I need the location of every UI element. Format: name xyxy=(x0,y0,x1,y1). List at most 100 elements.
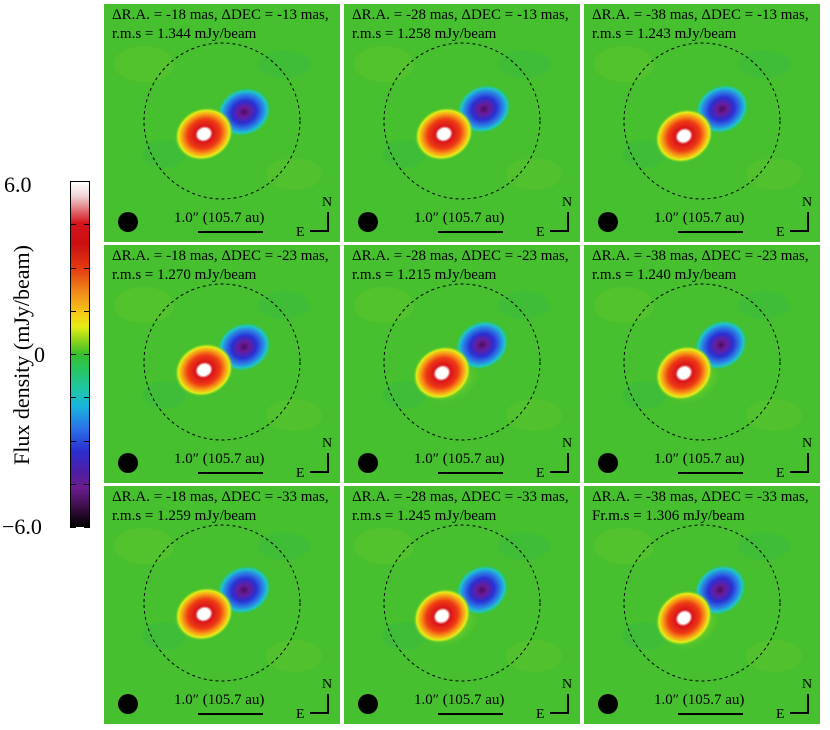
scale-bar xyxy=(198,472,263,474)
flux-map xyxy=(344,4,580,242)
panel-offset-label: ΔR.A. = -28 mas, ΔDEC = -33 mas, xyxy=(352,489,569,505)
scale-bar-label: 1.0″ (105.7 au) xyxy=(654,692,745,708)
panel-offset-label: ΔR.A. = -38 mas, ΔDEC = -33 mas, xyxy=(592,489,809,505)
panel-rms-label: r.m.s = 1.344 mJy/beam xyxy=(112,26,257,42)
map-panel: ΔR.A. = -18 mas, ΔDEC = -33 mas, r.m.s =… xyxy=(104,486,340,724)
map-panel: ΔR.A. = -38 mas, ΔDEC = -13 mas, r.m.s =… xyxy=(584,4,820,242)
flux-map xyxy=(584,486,820,724)
colorbar-tick xyxy=(84,397,90,398)
beam-ellipse xyxy=(598,694,618,714)
colorbar-tick xyxy=(84,268,90,269)
compass-east-label: E xyxy=(536,225,545,240)
compass-north-label: N xyxy=(562,195,573,210)
colorbar-tick xyxy=(70,397,76,398)
colorbar: 6.0 0 −6.0 Flux density (mJy/beam) xyxy=(0,0,100,730)
panel-rms-label: r.m.s = 1.245 mJy/beam xyxy=(352,508,497,524)
compass-north-label: N xyxy=(802,195,813,210)
beam-ellipse xyxy=(118,453,138,473)
scale-bar xyxy=(438,231,503,233)
compass-north-arrow xyxy=(807,694,809,714)
compass-east-arrow xyxy=(790,471,808,473)
scale-bar-label: 1.0″ (105.7 au) xyxy=(414,210,505,226)
compass-north-label: N xyxy=(322,677,333,692)
colorbar-min-label: −6.0 xyxy=(2,514,42,539)
colorbar-tick xyxy=(84,441,90,442)
colorbar-max-label: 6.0 xyxy=(4,172,32,197)
panel-offset-label: ΔR.A. = -18 mas, ΔDEC = -23 mas, xyxy=(112,248,329,264)
colorbar-tick xyxy=(70,181,76,182)
compass-east-arrow xyxy=(550,230,568,232)
scale-bar-label: 1.0″ (105.7 au) xyxy=(654,210,745,226)
compass-north-arrow xyxy=(807,453,809,473)
compass-east-label: E xyxy=(296,707,305,722)
colorbar-tick xyxy=(70,311,76,312)
panel-offset-label: ΔR.A. = -38 mas, ΔDEC = -13 mas, xyxy=(592,7,809,23)
scale-bar xyxy=(678,472,743,474)
scale-bar xyxy=(198,231,263,233)
colorbar-tick xyxy=(84,484,90,485)
scale-bar-label: 1.0″ (105.7 au) xyxy=(174,210,265,226)
flux-map xyxy=(344,245,580,483)
panel-rms-label: r.m.s = 1.215 mJy/beam xyxy=(352,267,497,283)
compass-east-label: E xyxy=(776,466,785,481)
panel-rms-label: Fr.m.s = 1.306 mJy/beam xyxy=(592,508,745,524)
panel-rms-label: r.m.s = 1.270 mJy/beam xyxy=(112,267,257,283)
flux-map xyxy=(104,4,340,242)
map-panel: ΔR.A. = -28 mas, ΔDEC = -13 mas, r.m.s =… xyxy=(344,4,580,242)
flux-map xyxy=(584,245,820,483)
compass-east-arrow xyxy=(550,712,568,714)
compass-north-label: N xyxy=(322,195,333,210)
colorbar-tick xyxy=(70,268,76,269)
beam-ellipse xyxy=(118,212,138,232)
compass-north-arrow xyxy=(327,453,329,473)
compass-east-label: E xyxy=(776,225,785,240)
compass-east-label: E xyxy=(296,225,305,240)
colorbar-tick xyxy=(70,527,76,528)
scale-bar-label: 1.0″ (105.7 au) xyxy=(174,451,265,467)
flux-map xyxy=(104,486,340,724)
scale-bar xyxy=(678,713,743,715)
flux-map xyxy=(104,245,340,483)
panel-rms-label: r.m.s = 1.259 mJy/beam xyxy=(112,508,257,524)
colorbar-tick xyxy=(84,311,90,312)
scale-bar xyxy=(438,713,503,715)
beam-ellipse xyxy=(358,212,378,232)
compass-north-arrow xyxy=(327,694,329,714)
map-panel: ΔR.A. = -18 mas, ΔDEC = -13 mas, r.m.s =… xyxy=(104,4,340,242)
colorbar-zero-label: 0 xyxy=(34,342,45,367)
beam-ellipse xyxy=(598,453,618,473)
colorbar-tick xyxy=(70,354,76,355)
colorbar-tick xyxy=(84,527,90,528)
compass-north-arrow xyxy=(807,212,809,232)
map-panel: ΔR.A. = -38 mas, ΔDEC = -33 mas, Fr.m.s … xyxy=(584,486,820,724)
map-panel: ΔR.A. = -18 mas, ΔDEC = -23 mas, r.m.s =… xyxy=(104,245,340,483)
scale-bar-label: 1.0″ (105.7 au) xyxy=(654,451,745,467)
compass-north-arrow xyxy=(567,694,569,714)
colorbar-tick xyxy=(70,484,76,485)
map-panel: ΔR.A. = -28 mas, ΔDEC = -23 mas, r.m.s =… xyxy=(344,245,580,483)
compass-east-label: E xyxy=(296,466,305,481)
compass-east-label: E xyxy=(776,707,785,722)
flux-map xyxy=(344,486,580,724)
compass-north-label: N xyxy=(802,436,813,451)
compass-east-label: E xyxy=(536,466,545,481)
panel-offset-label: ΔR.A. = -18 mas, ΔDEC = -33 mas, xyxy=(112,489,329,505)
colorbar-tick xyxy=(84,354,90,355)
colorbar-tick xyxy=(84,224,90,225)
scale-bar-label: 1.0″ (105.7 au) xyxy=(174,692,265,708)
colorbar-tick xyxy=(70,224,76,225)
compass-east-arrow xyxy=(310,712,328,714)
map-panel: ΔR.A. = -28 mas, ΔDEC = -33 mas, r.m.s =… xyxy=(344,486,580,724)
compass-east-arrow xyxy=(790,712,808,714)
scale-bar xyxy=(678,231,743,233)
compass-east-arrow xyxy=(790,230,808,232)
scale-bar xyxy=(438,472,503,474)
panel-offset-label: ΔR.A. = -28 mas, ΔDEC = -23 mas, xyxy=(352,248,569,264)
panel-offset-label: ΔR.A. = -28 mas, ΔDEC = -13 mas, xyxy=(352,7,569,23)
flux-map xyxy=(584,4,820,242)
compass-north-label: N xyxy=(802,677,813,692)
beam-ellipse xyxy=(598,212,618,232)
compass-north-label: N xyxy=(562,677,573,692)
panel-offset-label: ΔR.A. = -18 mas, ΔDEC = -13 mas, xyxy=(112,7,329,23)
compass-east-arrow xyxy=(550,471,568,473)
